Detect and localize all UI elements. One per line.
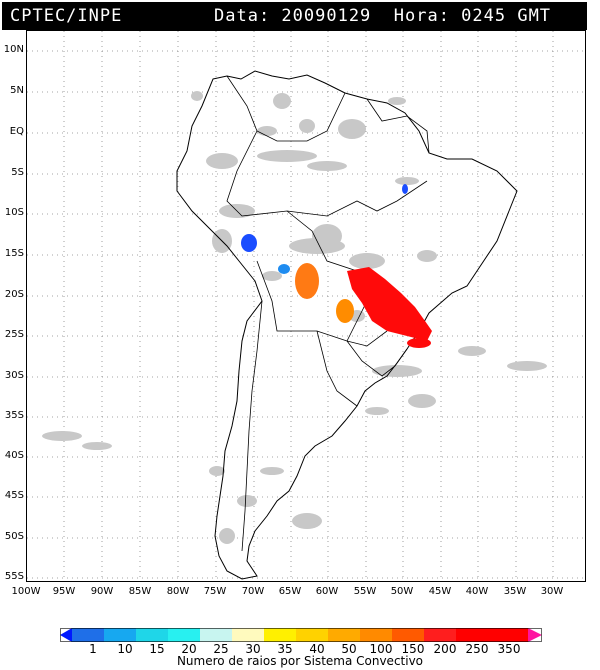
source-label: CPTEC/INPE: [10, 6, 123, 26]
colorbar-label: 10: [117, 642, 133, 656]
lon-label-65w: 65W: [278, 586, 302, 597]
lon-label-40w: 40W: [465, 586, 489, 597]
lat-label-35s: 35S: [4, 410, 24, 421]
system-blue-1: [241, 234, 257, 252]
map-area: [26, 30, 586, 582]
colorbar-bin: [232, 628, 264, 642]
lat-label-45s: 45S: [4, 490, 24, 501]
lat-label-5s: 5S: [11, 167, 24, 178]
lat-label-5n: 5N: [10, 85, 24, 96]
lon-label-90w: 90W: [90, 586, 114, 597]
lat-label-25s: 25S: [4, 329, 24, 340]
lat-label-15s: 15S: [4, 248, 24, 259]
colorbar-label: 15: [149, 642, 165, 656]
colorbar-label: 250: [465, 642, 489, 656]
south-america-map: [27, 31, 585, 581]
system-orange-1: [295, 263, 319, 299]
colorbar-bin: [424, 628, 456, 642]
colorbar-bin: [328, 628, 360, 642]
lon-label-50w: 50W: [390, 586, 414, 597]
colorbar-bin: [104, 628, 136, 642]
system-orange-2: [336, 299, 354, 323]
lon-label-35w: 35W: [503, 586, 527, 597]
system-red-main: [347, 267, 432, 341]
colorbar-bin: [360, 628, 392, 642]
lat-label-eq: EQ: [9, 126, 24, 137]
colorbar-label: 350: [497, 642, 521, 656]
system-lightblue: [278, 264, 290, 274]
lon-label-100w: 100W: [11, 586, 41, 597]
colorbar-label: 40: [309, 642, 325, 656]
colorbar-label: 20: [181, 642, 197, 656]
colorbar-label: 200: [433, 642, 457, 656]
colorbar-arrow-right: [528, 628, 542, 642]
colorbar-bin: [264, 628, 296, 642]
lon-label-60w: 60W: [315, 586, 339, 597]
colorbar-bin: [200, 628, 232, 642]
lat-label-20s: 20S: [4, 289, 24, 300]
lon-label-75w: 75W: [203, 586, 227, 597]
colorbar-bin: [392, 628, 424, 642]
lon-label-95w: 95W: [52, 586, 76, 597]
colorbar-label: 25: [213, 642, 229, 656]
colorbar-label: 30: [245, 642, 261, 656]
lat-label-30s: 30S: [4, 370, 24, 381]
date-time-label: Data: 20090129 Hora: 0245 GMT: [214, 6, 552, 26]
lon-label-55w: 55W: [353, 586, 377, 597]
colorbar-label: 1: [89, 642, 97, 656]
colorbar-bin: [296, 628, 328, 642]
colorbar-title: Numero de raios por Sistema Convectivo: [176, 654, 424, 668]
system-blue-2: [402, 184, 408, 194]
colorbar-bin: [168, 628, 200, 642]
map-header: CPTEC/INPE Data: 20090129 Hora: 0245 GMT: [2, 2, 587, 30]
colorbar-bin: [488, 628, 528, 642]
colorbar-label: 150: [401, 642, 425, 656]
country-borders: [226, 75, 430, 552]
colorbar-label: 50: [341, 642, 357, 656]
lat-label-40s: 40S: [4, 450, 24, 461]
lat-label-55s: 55S: [4, 571, 24, 582]
colorbar-label: 100: [369, 642, 393, 656]
colorbar-label: 35: [277, 642, 293, 656]
lon-label-30w: 30W: [540, 586, 564, 597]
lat-label-10s: 10S: [4, 207, 24, 218]
lon-label-70w: 70W: [241, 586, 265, 597]
lon-label-85w: 85W: [128, 586, 152, 597]
lat-label-50s: 50S: [4, 531, 24, 542]
lon-label-45w: 45W: [428, 586, 452, 597]
system-red-tail: [407, 338, 431, 348]
south-america-coastline: [176, 70, 518, 580]
colorbar-bin: [456, 628, 488, 642]
lat-label-10n: 10N: [3, 44, 24, 55]
colorbar-arrow-left: [60, 628, 72, 642]
colorbar-bin: [72, 628, 104, 642]
lon-label-80w: 80W: [166, 586, 190, 597]
colorbar: [60, 628, 542, 642]
colorbar-bin: [136, 628, 168, 642]
convective-systems: [241, 184, 432, 348]
cloud-cover: [42, 91, 547, 544]
graticule: [27, 31, 585, 581]
